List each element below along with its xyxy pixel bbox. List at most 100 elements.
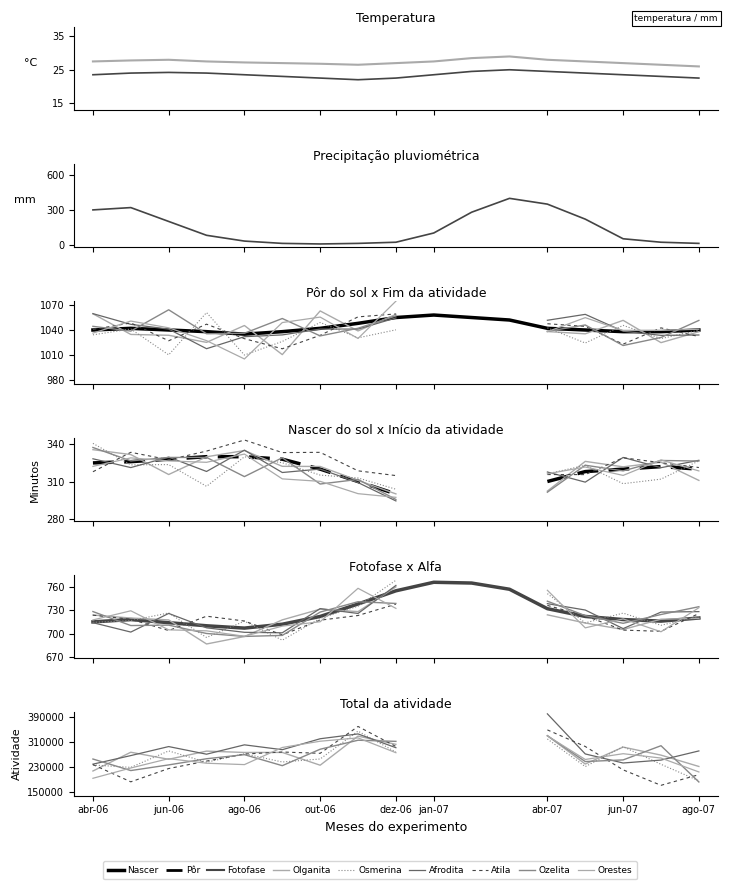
Fotofase (164, 617, 173, 628)
Ozelita (240, 328, 249, 339)
Nascer (694, 324, 703, 335)
Atila (127, 776, 135, 787)
Olganita (240, 320, 249, 331)
Y-axis label: Minutos: Minutos (30, 458, 40, 501)
Nascer (581, 324, 590, 335)
Ozelita (240, 750, 249, 760)
Ozelita (127, 326, 135, 337)
Line: Orestes: Orestes (93, 301, 396, 359)
Atila (316, 615, 325, 626)
Line: Atila: Atila (93, 604, 396, 635)
Ozelita (240, 471, 249, 482)
Afrodita (127, 319, 135, 330)
Fotofase (391, 585, 400, 596)
Orestes (278, 743, 286, 753)
Atila (316, 447, 325, 458)
Atila (354, 466, 363, 476)
Nascer (240, 329, 249, 339)
Olganita (354, 325, 363, 336)
Atila (354, 311, 363, 322)
Fotofase (467, 578, 476, 589)
Olganita (89, 445, 98, 455)
Ozelita (202, 452, 211, 462)
Orestes (202, 758, 211, 768)
Title: Pôr do sol x Fim da atividade: Pôr do sol x Fim da atividade (306, 286, 486, 300)
Nascer (316, 323, 325, 333)
Orestes (89, 328, 98, 339)
Atila (89, 324, 98, 335)
Osmerina (202, 308, 211, 318)
Orestes (278, 621, 286, 631)
Ozelita (391, 494, 400, 505)
Fotofase (505, 584, 514, 595)
Osmerina (89, 330, 98, 340)
Atila (278, 344, 286, 354)
Ozelita (316, 606, 325, 617)
Olganita (202, 452, 211, 462)
Atila (127, 614, 135, 625)
Osmerina (240, 350, 249, 361)
Osmerina (354, 473, 363, 484)
Line: Orestes: Orestes (93, 738, 396, 778)
Nascer (656, 326, 665, 337)
Afrodita (354, 608, 363, 619)
Afrodita (127, 751, 135, 761)
Atila (89, 610, 98, 621)
Olganita (391, 309, 400, 320)
Osmerina (278, 635, 286, 645)
Orestes (164, 624, 173, 635)
Osmerina (127, 615, 135, 626)
Ozelita (127, 621, 135, 631)
Afrodita (127, 627, 135, 637)
Fotofase (202, 621, 211, 631)
Atila (240, 749, 249, 759)
Afrodita (164, 608, 173, 619)
Orestes (127, 453, 135, 463)
Afrodita (240, 740, 249, 751)
Osmerina (354, 601, 363, 612)
Ozelita (278, 760, 286, 771)
Atila (164, 763, 173, 774)
Olganita (164, 614, 173, 625)
Atila (240, 435, 249, 446)
Ozelita (391, 310, 400, 321)
Nascer (543, 323, 552, 333)
Line: Osmerina: Osmerina (93, 444, 396, 489)
Nascer (202, 326, 211, 337)
Line: Ozelita: Ozelita (93, 309, 396, 336)
Line: Olganita: Olganita (93, 736, 396, 771)
Ozelita (354, 474, 363, 484)
Orestes (278, 474, 286, 484)
Olganita (202, 746, 211, 757)
Line: Afrodita: Afrodita (93, 585, 396, 633)
Orestes (240, 354, 249, 364)
Orestes (202, 335, 211, 346)
Title: Precipitação pluviométrica: Precipitação pluviométrica (312, 149, 480, 163)
Nascer (467, 312, 476, 323)
Line: Afrodita: Afrodita (93, 734, 396, 764)
Atila (164, 454, 173, 465)
Ozelita (391, 736, 400, 747)
Atila (89, 759, 98, 770)
Olganita (354, 731, 363, 742)
Olganita (391, 739, 400, 750)
Pôr (354, 476, 363, 487)
Line: Ozelita: Ozelita (93, 447, 396, 499)
Olganita (354, 606, 363, 617)
Olganita (202, 337, 211, 347)
Atila (391, 470, 400, 481)
Osmerina (391, 747, 400, 758)
Pôr (202, 452, 211, 462)
Line: Olganita: Olganita (93, 587, 396, 644)
Fotofase (694, 613, 703, 623)
Afrodita (391, 743, 400, 753)
Orestes (127, 316, 135, 326)
Olganita (240, 446, 249, 456)
Ozelita (278, 453, 286, 463)
Orestes (127, 606, 135, 616)
Pôr (89, 458, 98, 469)
Orestes (354, 333, 363, 344)
Afrodita (316, 734, 325, 744)
Atila (316, 330, 325, 340)
Title: Fotofase x Alfa: Fotofase x Alfa (349, 561, 443, 574)
